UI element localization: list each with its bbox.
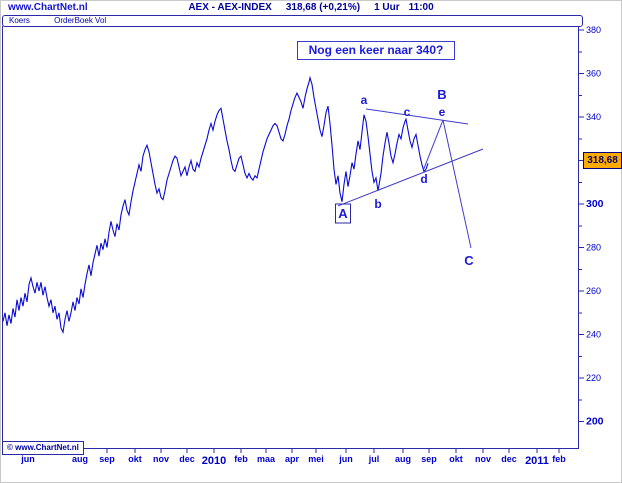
- x-axis-label: apr: [285, 454, 300, 464]
- tab-koers[interactable]: Koers: [9, 16, 30, 25]
- last-price: 318,68: [285, 2, 317, 13]
- y-axis-label: 240: [586, 330, 601, 340]
- y-axis-label: 220: [586, 373, 601, 383]
- y-axis-label: 380: [586, 25, 601, 35]
- x-axis-label: okt: [449, 454, 463, 464]
- wave-label-c: c: [404, 105, 411, 119]
- x-axis-label: jun: [338, 454, 353, 464]
- x-axis-label: okt: [128, 454, 142, 464]
- plot-frame: [2, 26, 579, 449]
- y-axis-label: 200: [586, 416, 604, 428]
- price-change: (+0,21%): [319, 2, 361, 13]
- x-axis-label: 2011: [525, 455, 549, 467]
- y-axis-label: 360: [586, 69, 601, 79]
- symbol-name: AEX - AEX-INDEX: [188, 2, 272, 13]
- wave-label-box: [335, 203, 351, 224]
- x-axis-label: dec: [179, 454, 195, 464]
- y-axis-label: 280: [586, 243, 601, 253]
- price-line: [2, 75, 429, 335]
- copyright-badge: © www.ChartNet.nl: [2, 441, 84, 455]
- time-label: 11:00: [408, 2, 434, 13]
- interval-label: 1 Uur: [374, 2, 400, 13]
- x-axis-label: feb: [552, 454, 566, 464]
- x-axis-label: jul: [368, 454, 380, 464]
- x-axis-label: jun: [20, 454, 35, 464]
- tab-orderboek-vol[interactable]: OrderBoek Vol: [54, 16, 107, 25]
- annotation-question-box: Nog een keer naar 340?: [297, 41, 455, 60]
- x-axis-label: feb: [234, 454, 248, 464]
- y-axis-label: 300: [586, 198, 604, 210]
- wave-label-A: A: [338, 206, 348, 221]
- wave-label-b: b: [374, 197, 381, 211]
- wave-label-a: a: [361, 93, 368, 107]
- wave-label-C: C: [464, 253, 474, 268]
- e-to-c-projection: [442, 119, 472, 249]
- upper-triangle-line: [365, 108, 469, 125]
- wave-label-B: B: [437, 87, 446, 102]
- x-axis-label: nov: [475, 454, 491, 464]
- wave-label-e: e: [439, 105, 446, 119]
- lower-triangle-line: [337, 148, 484, 207]
- x-axis-label: sep: [421, 454, 437, 464]
- x-axis-label: 2010: [202, 455, 226, 467]
- d-to-e-projection: [422, 119, 444, 172]
- chart-header: AEX - AEX-INDEX 318,68 (+0,21%) 1 Uur 11:00: [0, 2, 622, 13]
- x-axis-label: maa: [257, 454, 276, 464]
- wave-label-d: d: [420, 172, 427, 186]
- x-axis-label: sep: [99, 454, 115, 464]
- site-logo[interactable]: www.ChartNet.nl: [8, 2, 88, 13]
- x-axis-label: nov: [153, 454, 169, 464]
- x-axis-label: mei: [308, 454, 324, 464]
- current-price-tag: 318,68: [583, 152, 622, 169]
- x-axis-label: aug: [395, 454, 411, 464]
- y-axis-label: 340: [586, 112, 601, 122]
- x-axis-label: aug: [72, 454, 88, 464]
- x-axis-label: dec: [501, 454, 517, 464]
- y-axis-label: 260: [586, 286, 601, 296]
- tab-bar: Koers OrderBoek Vol: [2, 15, 583, 27]
